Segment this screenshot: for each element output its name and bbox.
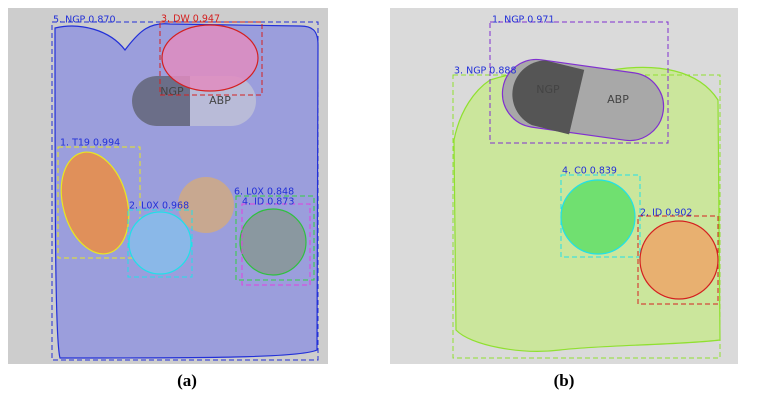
- detection-label: 1. T19 0.994: [60, 138, 120, 149]
- imprint: ABP: [607, 93, 629, 106]
- detection-label: 3. NGP 0.888: [454, 66, 517, 77]
- detection-label: 1. NGP 0.971: [492, 15, 555, 26]
- figure: NGP ABP 5. NGP 0.870 3. DW 0.947 1. T19 …: [0, 0, 757, 397]
- panel-b: NGP ABP 1. NGP 0.971 3. NGP 0.888 4. C0 …: [390, 8, 738, 390]
- imprint: NGP: [536, 83, 560, 96]
- mask: [561, 180, 635, 254]
- detection-label: 2. ID 0.902: [640, 208, 692, 219]
- detection-label: 2. L0X 0.968: [129, 201, 189, 212]
- panel-a: NGP ABP 5. NGP 0.870 3. DW 0.947 1. T19 …: [8, 8, 328, 390]
- mask: [162, 25, 258, 91]
- mask: [640, 221, 718, 299]
- mask: [129, 212, 191, 274]
- imprint: ABP: [209, 94, 231, 107]
- caption: (a): [177, 371, 197, 390]
- imprint: NGP: [160, 85, 184, 98]
- detection-label: 4. ID 0.873: [242, 197, 294, 208]
- detection-label: 4. C0 0.839: [562, 166, 617, 177]
- detection-label: 5. NGP 0.870: [53, 15, 116, 26]
- detection-label: 3. DW 0.947: [161, 14, 220, 25]
- mask: [240, 209, 306, 275]
- caption: (b): [554, 371, 575, 390]
